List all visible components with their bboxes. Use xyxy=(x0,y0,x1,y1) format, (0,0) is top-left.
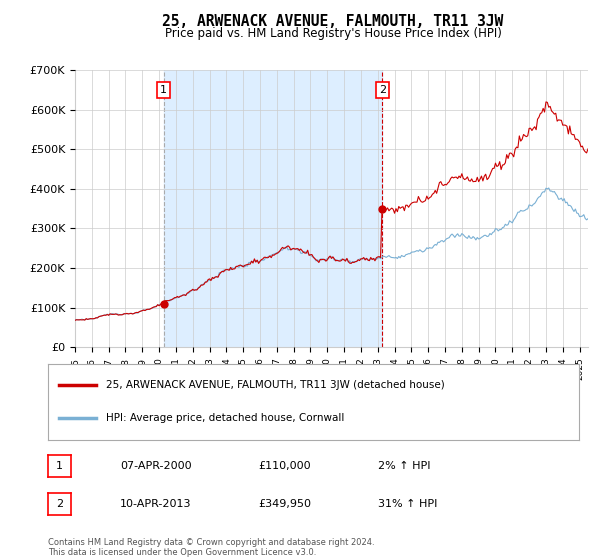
Text: HPI: Average price, detached house, Cornwall: HPI: Average price, detached house, Corn… xyxy=(106,413,345,423)
Text: 25, ARWENACK AVENUE, FALMOUTH, TR11 3JW (detached house): 25, ARWENACK AVENUE, FALMOUTH, TR11 3JW … xyxy=(106,380,445,390)
Text: 1: 1 xyxy=(56,461,63,471)
Text: 25, ARWENACK AVENUE, FALMOUTH, TR11 3JW: 25, ARWENACK AVENUE, FALMOUTH, TR11 3JW xyxy=(163,14,503,29)
Text: 07-APR-2000: 07-APR-2000 xyxy=(120,461,191,471)
Text: £349,950: £349,950 xyxy=(258,499,311,509)
Text: 10-APR-2013: 10-APR-2013 xyxy=(120,499,191,509)
Text: 2: 2 xyxy=(56,499,63,509)
Text: 31% ↑ HPI: 31% ↑ HPI xyxy=(378,499,437,509)
Text: Contains HM Land Registry data © Crown copyright and database right 2024.
This d: Contains HM Land Registry data © Crown c… xyxy=(48,538,374,557)
Text: 1: 1 xyxy=(160,85,167,95)
Text: £110,000: £110,000 xyxy=(258,461,311,471)
Bar xyxy=(164,70,382,347)
Text: Price paid vs. HM Land Registry's House Price Index (HPI): Price paid vs. HM Land Registry's House … xyxy=(164,27,502,40)
Text: 2: 2 xyxy=(379,85,386,95)
Text: 2% ↑ HPI: 2% ↑ HPI xyxy=(378,461,431,471)
